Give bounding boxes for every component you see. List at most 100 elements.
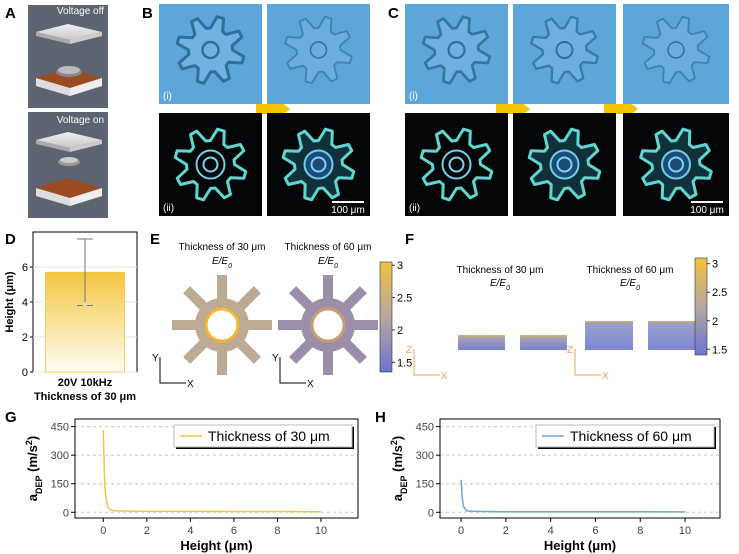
colorbar-label: 1.5 (397, 357, 412, 369)
axis-v: Y (152, 353, 159, 364)
ratio-label: E/E0 (318, 256, 338, 270)
image-bg (159, 113, 262, 216)
y-tick-label: 0 (63, 507, 69, 519)
panel-label: G (5, 409, 17, 426)
gear-ring (441, 149, 472, 180)
x-axis-label: Height (μm) (544, 538, 616, 553)
y-label-part: a (390, 493, 405, 501)
colorbar-label: 3 (397, 260, 403, 272)
colorbar-label: 1.5 (712, 344, 727, 356)
panel-label: A (5, 5, 16, 22)
gear-hole (448, 156, 465, 173)
ratio-sub: 0 (334, 263, 338, 270)
fluorescence-image: (ii) (405, 113, 508, 216)
sim-title: Thickness of 30 μm (457, 265, 544, 276)
ratio-main: E/E (318, 256, 334, 267)
y-tick-label: 4 (22, 297, 28, 309)
hub-hole (310, 307, 346, 343)
plot-frame (439, 418, 721, 519)
gear (530, 15, 599, 85)
cross-section (520, 335, 567, 350)
fluorescence-image: 100 μm (623, 113, 729, 216)
gear-hole (310, 156, 327, 173)
label-voltage-off: Voltage off (57, 6, 104, 17)
y-label-part: DEP (34, 475, 44, 494)
y-tick-label: 2 (22, 332, 28, 344)
axis-arrows (413, 349, 440, 376)
scale-label: 100 μm (331, 205, 365, 216)
sub-label: (ii) (409, 203, 420, 214)
brightfield-image: (i) (159, 4, 262, 104)
plot-frame (74, 418, 359, 519)
colorbar-label: 2 (712, 316, 718, 328)
gear-ring (661, 149, 691, 180)
sub-label: (i) (163, 91, 172, 102)
hub-hole (204, 307, 240, 343)
y-axis-label: Height (μm) (4, 271, 16, 332)
ratio-label: E/E0 (212, 256, 232, 270)
legend-box (535, 424, 715, 448)
ratio-main: E/E (212, 256, 228, 267)
gear-ring (195, 149, 226, 180)
gear (421, 15, 492, 85)
label-voltage-on: Voltage on (57, 115, 104, 126)
colorbar-label: 2 (397, 325, 403, 337)
y-tick-label: 300 (51, 450, 69, 462)
y-axis-label: aDEP (m/s2) (389, 436, 409, 501)
brightfield-image (623, 4, 729, 104)
ratio-sub: 0 (636, 285, 640, 292)
axis-v: Z (406, 345, 412, 356)
gear-hole (555, 41, 574, 59)
image-bg (405, 113, 508, 216)
gear-hole (309, 41, 328, 59)
cross-section (458, 335, 505, 350)
x-tick-label: 20V 10kHz Thickness of 30 μm (34, 377, 136, 403)
y-label-part: (m/s (25, 445, 40, 475)
gear-ring (303, 149, 334, 180)
x-tick-label: 4 (187, 525, 193, 537)
y-tick-label: 150 (416, 479, 434, 491)
axis-v: Z (567, 345, 573, 356)
brightfield-image: (i) (405, 4, 508, 104)
x-tick-label: 8 (637, 525, 643, 537)
y-tick-label: 150 (51, 479, 69, 491)
gear-hole (201, 40, 220, 60)
line (460, 479, 686, 513)
x-tick-label: 4 (548, 525, 554, 537)
x-tick-label: 6 (231, 525, 237, 537)
fluorescence-image: 100 μm (267, 113, 370, 216)
axis-arrows (574, 349, 601, 376)
y-label-part: (m/s (390, 445, 405, 475)
gear (284, 15, 353, 85)
sim-title: Thickness of 60 μm (587, 265, 674, 276)
colorbar-label: 3 (712, 259, 718, 271)
x-tick-label: 8 (274, 525, 280, 537)
y-tick-label: 450 (416, 422, 434, 434)
gear-hole (667, 41, 685, 59)
brightfield-image (267, 4, 370, 104)
y-tick-label: 450 (51, 422, 69, 434)
colorbar (694, 257, 708, 356)
axis-h: X (307, 379, 314, 390)
y-label-part: DEP (399, 475, 409, 494)
sim-title: Thickness of 60 μm (285, 242, 372, 253)
gear-hole (668, 156, 684, 173)
x-axis-label: Height (μm) (180, 538, 252, 553)
colorbar (379, 261, 393, 373)
cross-section (648, 321, 696, 350)
colorbar-label: 2.5 (712, 287, 727, 299)
brightfield-image (513, 4, 616, 104)
schematic-a (28, 5, 108, 218)
ratio-label: E/E0 (620, 278, 640, 292)
x-tick-label: 0 (100, 525, 106, 537)
y-axis-label: aDEP (m/s2) (24, 436, 44, 501)
y-tick-label: 0 (22, 367, 28, 379)
sub-label: (i) (409, 91, 418, 102)
scale-label: 100 μm (690, 205, 724, 216)
gear (175, 15, 246, 85)
gear-hole (556, 156, 573, 173)
x-tick-label: 10 (315, 525, 327, 537)
ratio-sub: 0 (228, 263, 232, 270)
simulation-gear (278, 275, 378, 375)
